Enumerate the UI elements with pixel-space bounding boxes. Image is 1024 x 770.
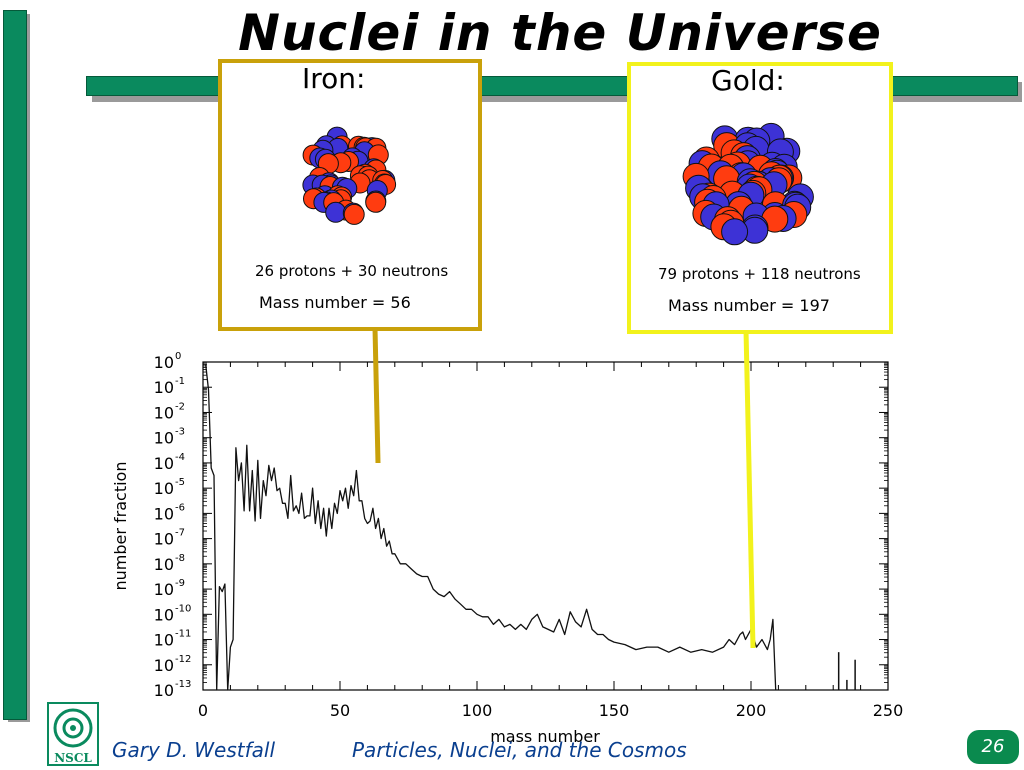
y-tick-label: 10 [154, 681, 174, 700]
y-tick-label: 10 [154, 530, 174, 549]
page-number-badge: 26 [967, 730, 1019, 764]
y-tick-exponent: -8 [175, 553, 185, 564]
x-tick-label: 50 [330, 701, 350, 720]
y-tick-label: 10 [154, 656, 174, 675]
y-tick-label: 10 [154, 631, 174, 650]
footer-course: Particles, Nuclei, and the Cosmos [352, 738, 687, 762]
logo-text: NSCL [54, 751, 92, 765]
nscl-logo: NSCL [47, 702, 99, 766]
slide-title: Nuclei in the Universe [238, 4, 882, 62]
y-tick-label: 10 [154, 429, 174, 448]
x-tick-label: 200 [736, 701, 767, 720]
iron-nucleus [302, 126, 397, 225]
gold-label: Gold: [711, 64, 785, 97]
y-tick-exponent: -9 [175, 578, 185, 589]
y-tick-label: 10 [154, 580, 174, 599]
gold-connector-line [743, 329, 756, 649]
y-tick-exponent: -2 [175, 401, 185, 412]
y-tick-label: 10 [154, 403, 174, 422]
x-tick-label: 250 [873, 701, 904, 720]
y-tick-label: 10 [154, 605, 174, 624]
gold-composition: 79 protons + 118 neutrons [658, 265, 861, 283]
iron-nucleus-illustration [302, 126, 397, 225]
y-axis-label: number fraction [111, 462, 130, 591]
y-tick-label: 10 [154, 555, 174, 574]
y-tick-labels: 10 010 -110 -210 -310 -410 -510 -610 -710 -810 -91… [154, 351, 192, 700]
iron-label: Iron: [302, 62, 366, 95]
y-tick-label: 10 [154, 504, 174, 523]
y-tick-exponent: -11 [175, 629, 191, 640]
plot-frame [202, 361, 889, 691]
left-accent-bar [3, 10, 27, 720]
gold-nucleus-illustration [682, 122, 814, 246]
footer-author: Gary D. Westfall [112, 738, 276, 762]
iron-composition: 26 protons + 30 neutrons [255, 262, 449, 280]
y-tick-exponent: -5 [175, 477, 185, 488]
y-tick-exponent: -10 [175, 603, 191, 614]
y-tick-exponent: -13 [175, 679, 191, 690]
gold-mass-number: Mass number = 197 [668, 296, 830, 315]
y-tick-exponent: -4 [175, 452, 185, 463]
y-tick-exponent: -12 [175, 654, 191, 665]
y-tick-exponent: -3 [175, 427, 185, 438]
series-line [205, 364, 777, 691]
neutron [721, 218, 749, 246]
y-tick-exponent: -7 [175, 528, 185, 539]
gold-nucleus [682, 122, 814, 246]
x-tick-labels: 0 50 100 150 200 250 [198, 701, 903, 720]
axis-ticks [202, 361, 889, 691]
y-tick-label: 10 [154, 454, 174, 473]
proton [343, 203, 365, 225]
y-tick-label: 10 [154, 353, 174, 372]
iron-connector-line [372, 327, 381, 464]
x-axis-label: mass number [490, 727, 600, 746]
iron-mass-number: Mass number = 56 [259, 293, 411, 312]
y-tick-exponent: 0 [175, 351, 181, 362]
x-tick-label: 150 [599, 701, 630, 720]
y-tick-label: 10 [154, 479, 174, 498]
y-tick-exponent: -6 [175, 502, 185, 513]
x-tick-label: 0 [198, 701, 208, 720]
x-tick-label: 100 [462, 701, 493, 720]
y-tick-label: 10 [154, 378, 174, 397]
abundance-chart: 0 50 100 150 200 250 10 010 -110 -210 -310 -410 -51… [111, 351, 903, 746]
proton [365, 191, 387, 213]
y-tick-exponent: -1 [175, 376, 185, 387]
